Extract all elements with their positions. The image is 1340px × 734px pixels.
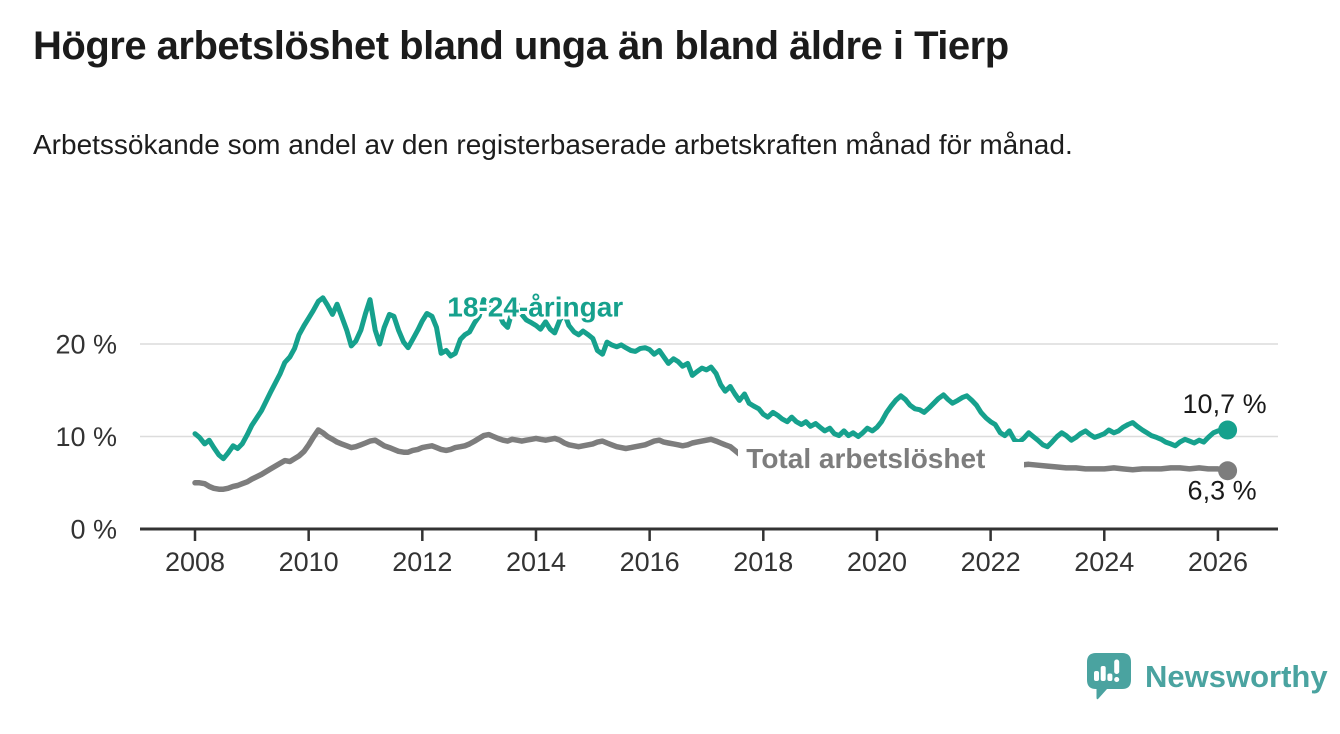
label-mask [738,442,1024,473]
x-tick-label-2008: 2008 [165,547,225,577]
series-label-18-24: 18-24-åringar [447,291,623,322]
x-tick-label-2010: 2010 [279,547,339,577]
newsworthy-bar-chart-bubble-icon [1087,653,1131,700]
series-line-18-24 [192,295,1231,462]
exclamation-dot [1114,677,1120,682]
newsworthy-logo[interactable]: Newsworthy [1086,652,1328,701]
x-tick-label-2018: 2018 [733,547,793,577]
x-tick-label-2016: 2016 [620,547,680,577]
end-value-label-total: 6,3 % [1188,476,1257,506]
newsworthy-wordmark: Newsworthy [1145,658,1328,694]
y-tick-label-0: 0 % [70,515,117,545]
end-value-label-18-24: 10,7 % [1183,389,1267,419]
y-tick-label-20: 20 % [55,330,117,360]
x-tick-label-2024: 2024 [1074,547,1134,577]
page-title: Högre arbetslöshet bland unga än bland ä… [33,24,1009,68]
y-tick-label-10: 10 % [55,422,117,452]
series-label-total: Total arbetslöshet [746,443,985,474]
exclamation-bar [1114,659,1120,674]
x-tick-label-2014: 2014 [506,547,566,577]
end-dot-total [1218,461,1238,481]
bar-2 [1100,666,1106,681]
x-tick-label-2026: 2026 [1188,547,1248,577]
x-tick-label-2022: 2022 [961,547,1021,577]
bar-1 [1094,671,1099,681]
chart-subtitle: Arbetssökande som andel av den registerb… [33,129,1073,160]
x-tick-label-2020: 2020 [847,547,907,577]
bar-3 [1107,673,1113,681]
end-dot-18-24 [1218,420,1238,440]
x-tick-label-2012: 2012 [392,547,452,577]
